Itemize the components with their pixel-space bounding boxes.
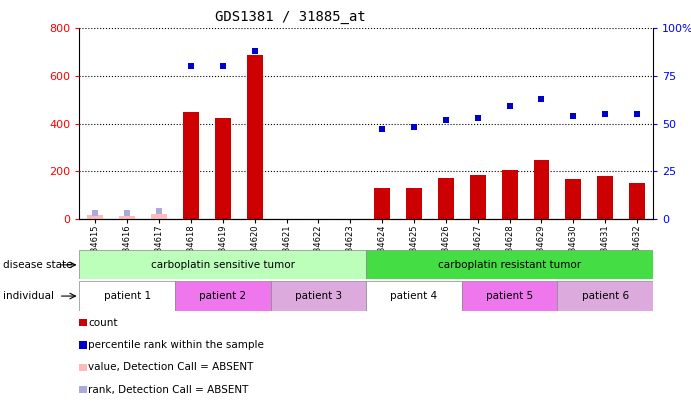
- Bar: [120, 216, 135, 219]
- Bar: [79, 250, 366, 279]
- Text: carboplatin resistant tumor: carboplatin resistant tumor: [438, 260, 581, 270]
- Bar: [462, 281, 558, 311]
- Bar: [558, 281, 653, 311]
- Bar: [406, 188, 422, 219]
- Bar: [79, 281, 175, 311]
- Bar: [565, 179, 581, 219]
- Text: disease state: disease state: [3, 260, 73, 270]
- Bar: [470, 175, 486, 219]
- Bar: [597, 176, 613, 219]
- Text: individual: individual: [3, 291, 55, 301]
- Bar: [438, 178, 454, 219]
- Bar: [533, 160, 549, 219]
- Text: value, Detection Call = ABSENT: value, Detection Call = ABSENT: [88, 362, 254, 372]
- Text: patient 1: patient 1: [104, 291, 151, 301]
- Bar: [629, 183, 645, 219]
- Text: count: count: [88, 318, 117, 328]
- Text: patient 6: patient 6: [582, 291, 629, 301]
- Text: carboplatin sensitive tumor: carboplatin sensitive tumor: [151, 260, 295, 270]
- Text: patient 5: patient 5: [486, 291, 533, 301]
- Bar: [175, 281, 271, 311]
- Bar: [271, 281, 366, 311]
- Bar: [183, 112, 199, 219]
- Bar: [366, 281, 462, 311]
- Text: patient 2: patient 2: [199, 291, 247, 301]
- Text: GDS1381 / 31885_at: GDS1381 / 31885_at: [215, 10, 366, 24]
- Bar: [375, 188, 390, 219]
- Text: percentile rank within the sample: percentile rank within the sample: [88, 340, 264, 350]
- Bar: [88, 215, 104, 219]
- Bar: [247, 55, 263, 219]
- Bar: [215, 117, 231, 219]
- Bar: [366, 250, 653, 279]
- Text: rank, Detection Call = ABSENT: rank, Detection Call = ABSENT: [88, 385, 249, 394]
- Bar: [151, 214, 167, 219]
- Text: patient 3: patient 3: [295, 291, 342, 301]
- Bar: [502, 170, 518, 219]
- Text: patient 4: patient 4: [390, 291, 437, 301]
